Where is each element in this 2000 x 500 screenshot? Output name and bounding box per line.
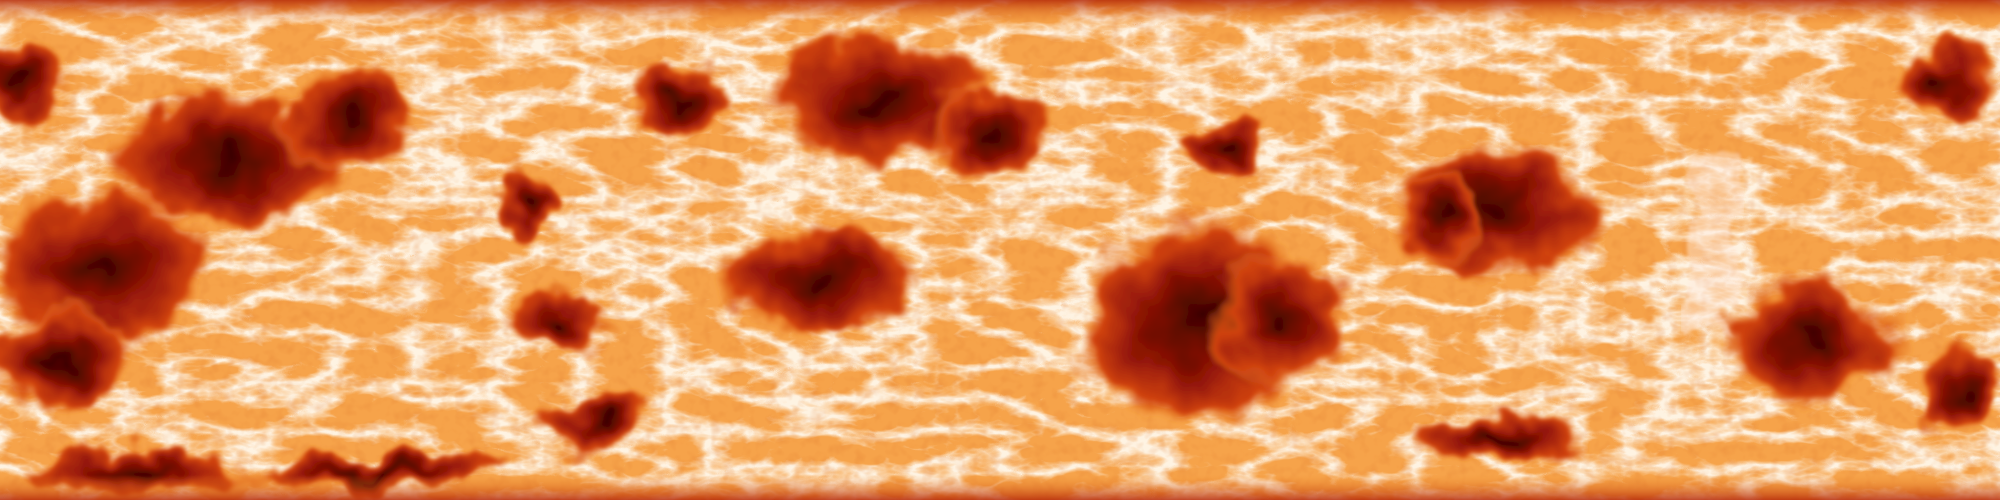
edge-fade <box>0 0 2000 500</box>
texture-canvas <box>0 0 2000 500</box>
heatmap-panorama <box>0 0 2000 500</box>
